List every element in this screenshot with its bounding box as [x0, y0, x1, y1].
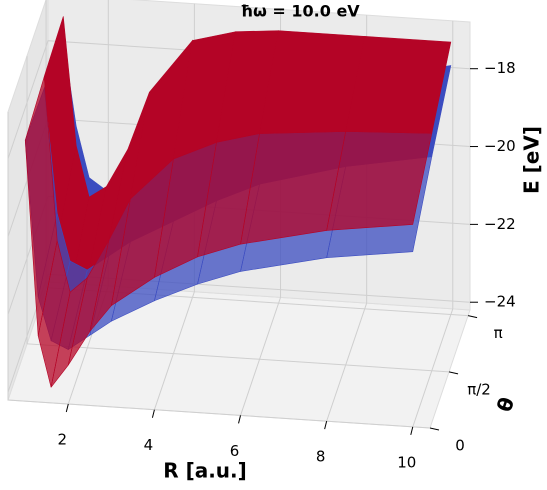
z-axis-label: E [eV] [520, 126, 544, 194]
x-tick-label: 4 [144, 436, 154, 454]
x-tick [238, 415, 242, 424]
x-tick [410, 426, 414, 435]
z-tick-label: −20 [484, 137, 516, 155]
z-tick-label: −18 [484, 59, 516, 77]
chart-title: ħω = 10.0 eV [240, 2, 360, 21]
x-tick [324, 421, 328, 430]
y-grid-line [7, 112, 431, 429]
x-tick-label: 10 [397, 453, 416, 471]
x-tick-label: 8 [316, 448, 326, 466]
y-tick [429, 427, 440, 431]
surfaces [24, 16, 452, 388]
surface-patch [326, 131, 433, 231]
x-grid-line [412, 20, 454, 428]
labels: 2 4 6 8 10 0 π/2 π −24 −22 −20 −18 [58, 59, 516, 471]
y-tick [467, 315, 478, 319]
y-axis-label: θ [492, 394, 519, 414]
y-tick-label: π/2 [467, 380, 491, 398]
y-tick-label: π [494, 324, 503, 342]
x-tick-label: 6 [230, 442, 240, 460]
z-tick-label: −24 [484, 293, 516, 311]
x-tick-label: 2 [58, 431, 68, 449]
y-tick [448, 371, 459, 375]
z-tick-label: −22 [484, 215, 516, 233]
x-tick [65, 403, 69, 413]
y-tick-label: 0 [455, 437, 465, 455]
x-axis-label: R [a.u.] [163, 459, 247, 483]
x-tick [151, 409, 155, 418]
